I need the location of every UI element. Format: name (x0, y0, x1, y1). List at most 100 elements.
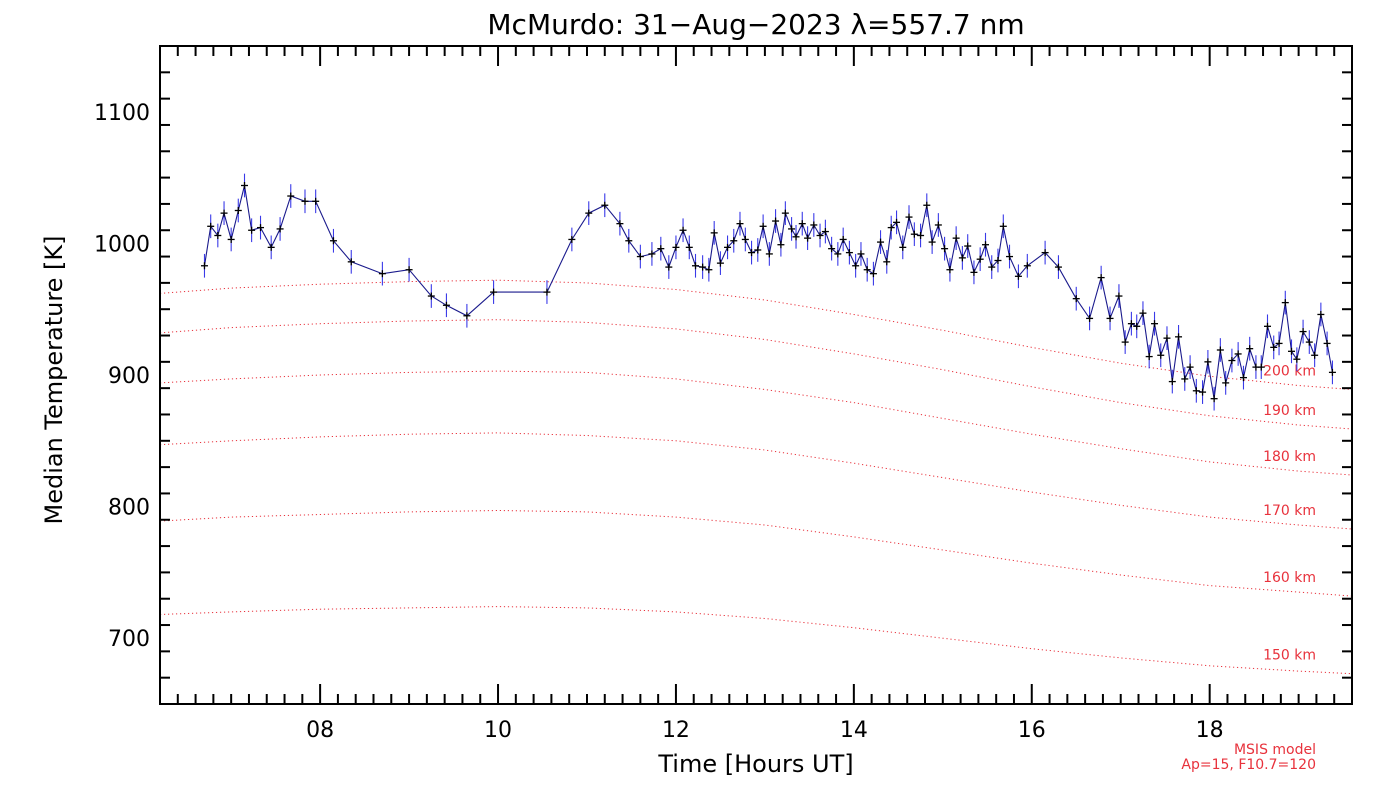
model-curve-3 (159, 432, 1353, 530)
data-point-1 (207, 222, 215, 230)
data-point-36 (699, 263, 707, 271)
model-name: MSIS model (1234, 742, 1316, 758)
data-point-133 (1328, 368, 1336, 376)
data-point-109 (1186, 363, 1194, 371)
data-point-10 (276, 225, 284, 233)
data-point-112 (1204, 358, 1212, 366)
data-point-121 (1257, 363, 1265, 371)
data-point-9 (267, 243, 275, 251)
data-point-38 (710, 229, 718, 237)
model-curve-labels: 200 km 190 km 180 km 170 km 160 km 150 km (1263, 364, 1316, 664)
model-curve-label-4: 160 km (1263, 570, 1316, 586)
data-point-63 (857, 250, 865, 258)
y-tick-label: 900 (108, 364, 150, 389)
x-tick-label: 16 (1018, 718, 1046, 743)
data-point-26 (616, 220, 624, 228)
data-point-12 (301, 197, 309, 205)
data-point-31 (665, 263, 673, 271)
y-tick-label: 1100 (94, 101, 150, 126)
data-point-29 (648, 250, 656, 258)
data-point-54 (804, 234, 812, 242)
axis-tick-labels: 08 10 12 14 16 18 700 800 900 1000 1100 (94, 101, 1224, 743)
model-curve-label-0: 200 km (1263, 364, 1316, 380)
data-point-7 (248, 226, 256, 234)
data-point-28 (636, 253, 644, 261)
data-point-79 (952, 234, 960, 242)
data-point-83 (976, 255, 984, 263)
model-curve-label-2: 180 km (1263, 449, 1316, 465)
data-markers (200, 181, 1336, 403)
data-point-88 (1006, 253, 1014, 261)
data-point-16 (378, 270, 386, 278)
y-tick-label: 800 (108, 496, 150, 521)
data-point-57 (821, 228, 829, 236)
data-point-101 (1139, 309, 1147, 317)
model-curve-label-5: 150 km (1263, 648, 1316, 664)
data-point-132 (1323, 339, 1331, 347)
data-point-70 (899, 243, 907, 251)
y-tick-label: 1000 (94, 232, 150, 257)
axis-ticks (159, 45, 1353, 705)
x-tick-label: 12 (662, 718, 690, 743)
data-point-6 (241, 181, 249, 189)
data-point-37 (705, 266, 713, 274)
plot-frame (159, 45, 1353, 705)
data-point-44 (748, 249, 756, 257)
data-point-98 (1121, 338, 1129, 346)
model-curve-label-1: 190 km (1263, 403, 1316, 419)
temperature-series-line (203, 185, 1333, 399)
data-point-66 (877, 238, 885, 246)
data-point-89 (1014, 272, 1022, 280)
data-point-127 (1293, 355, 1301, 363)
data-point-97 (1115, 292, 1123, 300)
data-point-48 (772, 217, 780, 225)
data-point-40 (724, 243, 732, 251)
data-point-25 (601, 201, 609, 209)
data-point-17 (405, 266, 413, 274)
data-point-50 (781, 209, 789, 217)
data-point-21 (490, 288, 498, 296)
data-point-130 (1311, 351, 1319, 359)
data-point-102 (1145, 353, 1153, 361)
data-point-67 (883, 258, 891, 266)
data-point-82 (970, 268, 978, 276)
data-point-103 (1151, 320, 1159, 328)
data-point-118 (1239, 374, 1247, 382)
data-point-5 (234, 207, 242, 214)
data-point-99 (1127, 320, 1135, 328)
data-point-90 (1023, 262, 1031, 270)
data-point-18 (427, 292, 435, 300)
data-point-22 (543, 288, 551, 296)
data-point-68 (887, 224, 895, 232)
data-point-100 (1133, 322, 1141, 330)
data-point-42 (736, 220, 744, 228)
data-point-125 (1281, 299, 1289, 307)
data-point-110 (1192, 387, 1200, 395)
data-point-19 (442, 301, 450, 309)
data-point-78 (946, 266, 954, 274)
model-curves (159, 279, 1353, 675)
data-point-104 (1157, 351, 1165, 359)
data-point-55 (810, 221, 818, 229)
data-point-2 (214, 232, 222, 240)
data-point-11 (287, 192, 295, 200)
data-point-106 (1168, 378, 1176, 386)
data-point-15 (347, 258, 355, 266)
data-point-105 (1163, 334, 1171, 342)
data-point-65 (869, 270, 877, 278)
error-bars (203, 173, 1333, 411)
data-point-59 (834, 250, 842, 258)
data-point-13 (312, 197, 320, 205)
x-tick-label: 18 (1196, 718, 1224, 743)
data-point-32 (672, 243, 680, 251)
data-point-126 (1288, 347, 1296, 355)
data-point-124 (1275, 339, 1283, 347)
data-point-128 (1299, 328, 1307, 336)
data-point-95 (1097, 274, 1105, 282)
data-point-23 (568, 235, 576, 243)
data-point-43 (741, 235, 749, 243)
data-point-73 (917, 232, 925, 240)
data-point-41 (730, 237, 738, 245)
data-point-0 (200, 262, 208, 270)
data-point-87 (999, 222, 1007, 230)
